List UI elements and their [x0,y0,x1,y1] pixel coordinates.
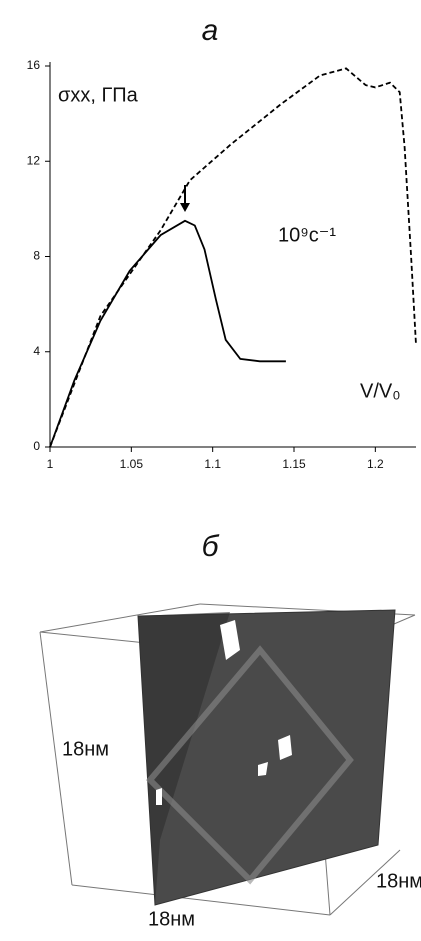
panel-b-title: б [202,530,220,563]
x-tick-label: 1.2 [367,457,384,471]
y-tick-label: 4 [33,344,40,358]
dimension-label: 18нм [62,738,109,760]
panel-a-title: а [202,14,219,47]
x-tick-label: 1.05 [120,457,144,471]
dimension-label: 18нм [376,870,421,892]
figure: а σxx, ГПа 10⁹c⁻¹ V/V₀ б 18нм 18нм 18нм … [0,0,421,941]
x-axis-label: V/V₀ [360,380,401,402]
dimension-label: 18нм [148,908,195,930]
y-tick-label: 16 [27,58,41,72]
x-tick-label: 1 [47,457,54,471]
x-tick-label: 1.15 [282,457,306,471]
y-tick-label: 12 [27,153,41,167]
void [156,788,162,805]
y-tick-label: 8 [33,249,40,263]
annotation: 10⁹c⁻¹ [278,224,336,246]
arrow-head [180,203,190,212]
line-series [50,221,286,447]
y-axis-label: σxx, ГПа [58,84,139,106]
y-tick-label: 0 [33,439,40,453]
x-tick-label: 1.1 [204,457,221,471]
